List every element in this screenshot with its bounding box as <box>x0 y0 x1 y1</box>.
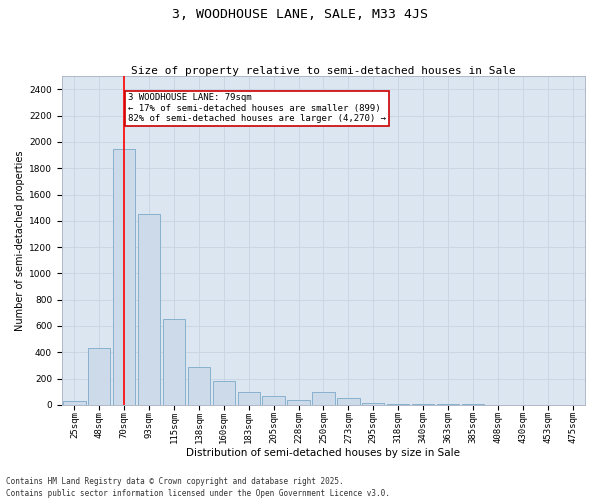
Bar <box>337 398 359 405</box>
Bar <box>412 404 434 405</box>
X-axis label: Distribution of semi-detached houses by size in Sale: Distribution of semi-detached houses by … <box>187 448 460 458</box>
Bar <box>262 396 285 405</box>
Bar <box>312 392 335 405</box>
Y-axis label: Number of semi-detached properties: Number of semi-detached properties <box>15 150 25 331</box>
Bar <box>362 403 385 405</box>
Bar <box>387 404 409 405</box>
Bar <box>138 214 160 405</box>
Bar <box>287 400 310 405</box>
Bar <box>113 148 136 405</box>
Text: Contains HM Land Registry data © Crown copyright and database right 2025.
Contai: Contains HM Land Registry data © Crown c… <box>6 476 390 498</box>
Bar <box>63 401 86 405</box>
Bar <box>212 380 235 405</box>
Title: Size of property relative to semi-detached houses in Sale: Size of property relative to semi-detach… <box>131 66 516 76</box>
Bar <box>188 366 210 405</box>
Text: 3 WOODHOUSE LANE: 79sqm
← 17% of semi-detached houses are smaller (899)
82% of s: 3 WOODHOUSE LANE: 79sqm ← 17% of semi-de… <box>128 94 386 123</box>
Text: 3, WOODHOUSE LANE, SALE, M33 4JS: 3, WOODHOUSE LANE, SALE, M33 4JS <box>172 8 428 20</box>
Bar <box>88 348 110 405</box>
Bar <box>238 392 260 405</box>
Bar <box>163 320 185 405</box>
Bar <box>437 404 459 405</box>
